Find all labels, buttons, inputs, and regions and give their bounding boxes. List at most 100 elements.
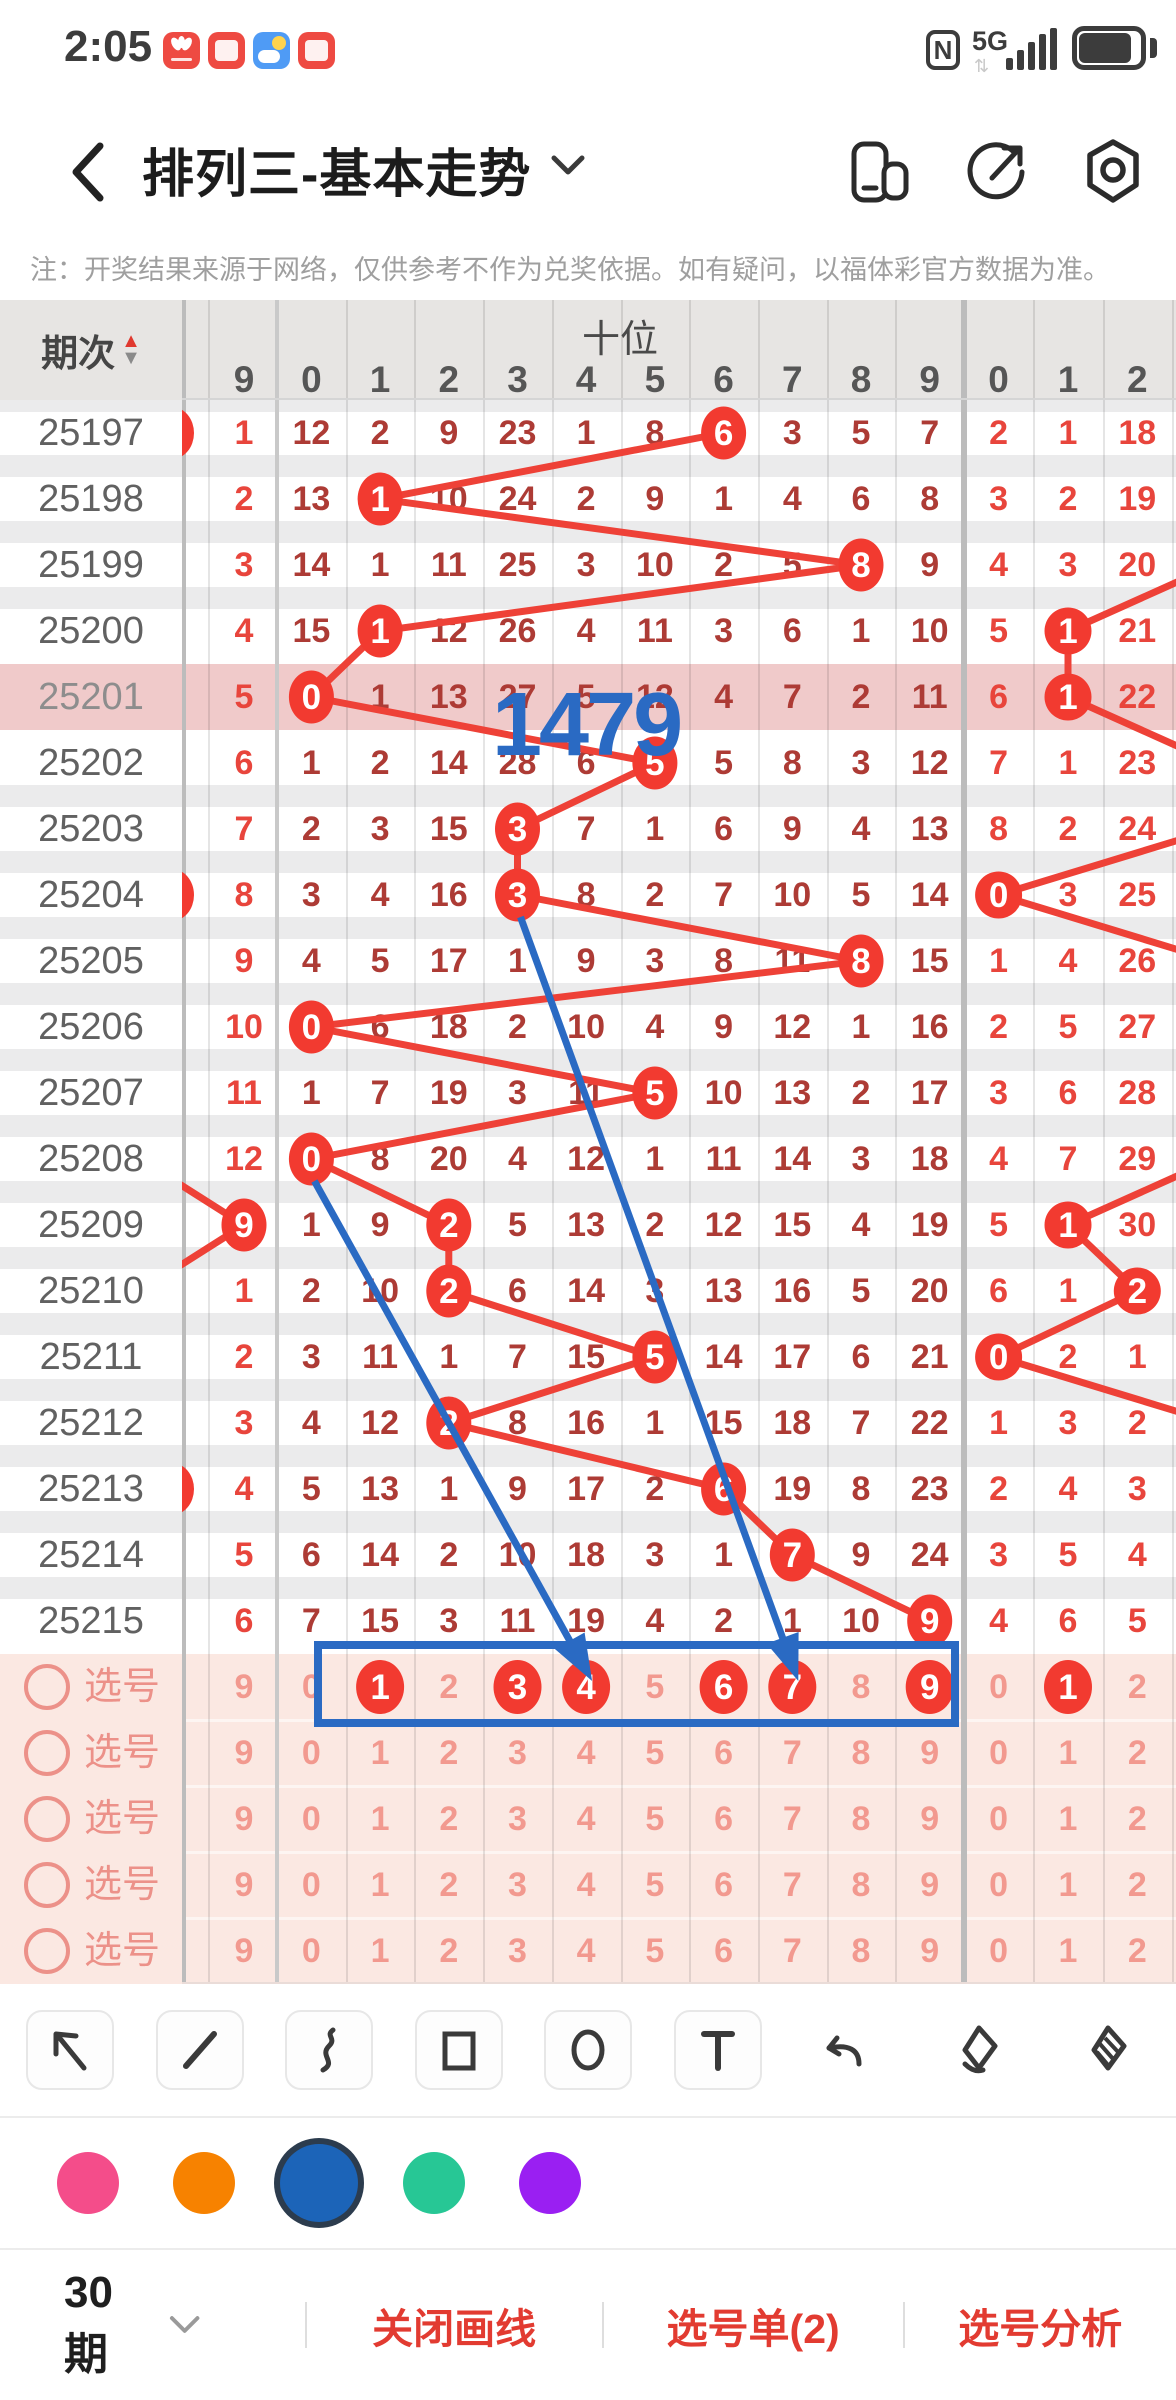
selectable-number[interactable]: 2 [1127, 1932, 1147, 1970]
selection-list-button[interactable]: 选号单(2) [666, 2306, 840, 2352]
selectable-number[interactable]: 1 [370, 1734, 390, 1772]
selectable-number[interactable]: 1 [1058, 1800, 1078, 1838]
selectable-number[interactable]: 0 [989, 1734, 1009, 1772]
line-tool-button[interactable] [155, 2010, 244, 2090]
selectable-number[interactable]: 5 [645, 1866, 665, 1904]
selection-row-toggle[interactable] [24, 1862, 70, 1908]
selectable-number[interactable]: 2 [439, 1866, 459, 1904]
selectable-number[interactable]: 4 [576, 1734, 596, 1772]
arrow-tool-button[interactable] [26, 2010, 114, 2090]
selectable-number[interactable]: 0 [989, 1932, 1009, 1970]
selectable-number[interactable]: 2 [439, 1668, 459, 1706]
back-icon[interactable] [66, 140, 110, 204]
selectable-number[interactable]: 0 [301, 1734, 321, 1772]
trend-chart[interactable]: 十位90123456789012112292318635721182131102… [0, 300, 1176, 1984]
selectable-number[interactable]: 7 [782, 1932, 802, 1970]
selectable-number[interactable]: 2 [439, 1932, 459, 1970]
rect-tool-button[interactable] [414, 2010, 503, 2090]
selectable-number[interactable]: 9 [920, 1734, 940, 1772]
selection-analysis-button[interactable]: 选号分析 [958, 2306, 1123, 2352]
floating-window-icon[interactable] [846, 134, 916, 212]
miss-cell: 7 [989, 744, 1009, 782]
selectable-number[interactable]: 8 [851, 1668, 871, 1706]
color-swatch[interactable] [57, 2152, 119, 2214]
selectable-number[interactable]: 2 [439, 1734, 459, 1772]
share-icon[interactable] [962, 134, 1032, 212]
trend-point [426, 1198, 472, 1252]
selectable-number[interactable]: 1 [370, 1866, 390, 1904]
settings-icon[interactable] [1078, 134, 1148, 212]
selectable-number[interactable]: 5 [645, 1734, 665, 1772]
period-header[interactable]: 期次 ▲ ▼ [0, 300, 182, 400]
selectable-number[interactable]: 1 [1058, 1734, 1078, 1772]
selectable-number[interactable]: 5 [645, 1932, 665, 1970]
selectable-number[interactable]: 2 [1127, 1668, 1147, 1706]
selectable-number[interactable]: 0 [301, 1800, 321, 1838]
selectable-number[interactable]: 2 [1127, 1866, 1147, 1904]
selection-row-toggle[interactable] [24, 1796, 70, 1842]
text-tool-button[interactable] [673, 2010, 762, 2090]
selectable-number[interactable]: 2 [1127, 1734, 1147, 1772]
selectable-number[interactable]: 1 [1058, 1866, 1078, 1904]
selectable-number[interactable]: 7 [782, 1800, 802, 1838]
miss-cell: 2 [508, 1008, 527, 1046]
selectable-number[interactable]: 0 [989, 1866, 1009, 1904]
selectable-number[interactable]: 5 [645, 1668, 665, 1706]
selectable-number[interactable]: 6 [714, 1866, 734, 1904]
selectable-number[interactable]: 9 [920, 1800, 940, 1838]
selectable-number[interactable]: 4 [576, 1866, 596, 1904]
selectable-number[interactable]: 3 [508, 1932, 527, 1970]
period-label: 25210 [38, 1270, 144, 1312]
miss-cell: 9 [234, 942, 254, 980]
miss-cell: 18 [910, 1140, 949, 1178]
selectable-number[interactable]: 0 [989, 1668, 1009, 1706]
selectable-number[interactable]: 8 [851, 1866, 871, 1904]
color-swatch[interactable] [519, 2152, 581, 2214]
selectable-number[interactable]: 3 [508, 1866, 527, 1904]
selectable-number[interactable]: 2 [439, 1800, 459, 1838]
selectable-number[interactable]: 7 [782, 1734, 802, 1772]
selectable-number[interactable]: 1 [370, 1932, 390, 1970]
svg-text:2: 2 [1128, 1272, 1147, 1311]
selectable-number[interactable]: 8 [851, 1932, 871, 1970]
selectable-number[interactable]: 8 [851, 1734, 871, 1772]
close-drawing-button[interactable]: 关闭画线 [372, 2306, 537, 2352]
selectable-number[interactable]: 4 [576, 1800, 596, 1838]
selectable-number[interactable]: 0 [989, 1800, 1009, 1838]
selectable-number[interactable]: 4 [576, 1932, 596, 1970]
selectable-number[interactable]: 3 [508, 1734, 527, 1772]
selectable-number[interactable]: 7 [782, 1866, 802, 1904]
selectable-number[interactable]: 8 [851, 1800, 871, 1838]
ellipse-tool-button[interactable] [544, 2010, 632, 2090]
title-dropdown-icon[interactable] [548, 152, 588, 180]
color-swatch[interactable] [403, 2152, 465, 2214]
selectable-number[interactable]: 9 [920, 1932, 940, 1970]
miss-cell: 3 [782, 414, 802, 452]
selectable-number[interactable]: 1 [370, 1800, 390, 1838]
eraser-button[interactable] [933, 2010, 1021, 2090]
selectable-number[interactable]: 3 [508, 1800, 527, 1838]
miss-cell: 4 [301, 1404, 321, 1442]
period-count-selector[interactable]: 30期 [64, 2268, 203, 2382]
selection-row-toggle[interactable] [24, 1730, 70, 1776]
selectable-number[interactable]: 5 [645, 1800, 665, 1838]
miss-cell: 6 [1058, 1602, 1078, 1640]
selectable-number[interactable]: 9 [920, 1866, 940, 1904]
selection-row-toggle[interactable] [24, 1928, 70, 1974]
undo-button[interactable] [803, 2010, 891, 2090]
selection-row-toggle[interactable] [24, 1664, 70, 1710]
selectable-number[interactable]: 0 [301, 1932, 321, 1970]
curve-tool-button[interactable] [285, 2010, 373, 2090]
selectable-number[interactable]: 2 [1127, 1800, 1147, 1838]
miss-cell: 2 [301, 810, 321, 848]
selectable-number[interactable]: 0 [301, 1866, 321, 1904]
selectable-number[interactable]: 6 [714, 1800, 734, 1838]
clock: 2:05 [64, 22, 153, 71]
color-swatch-selected[interactable] [280, 2144, 358, 2222]
selectable-number[interactable]: 6 [714, 1932, 734, 1970]
color-swatch[interactable] [173, 2152, 235, 2214]
selectable-number[interactable]: 1 [1058, 1932, 1078, 1970]
clear-all-button[interactable] [1062, 2010, 1150, 2090]
miss-cell: 2 [234, 480, 254, 518]
selectable-number[interactable]: 6 [714, 1734, 734, 1772]
